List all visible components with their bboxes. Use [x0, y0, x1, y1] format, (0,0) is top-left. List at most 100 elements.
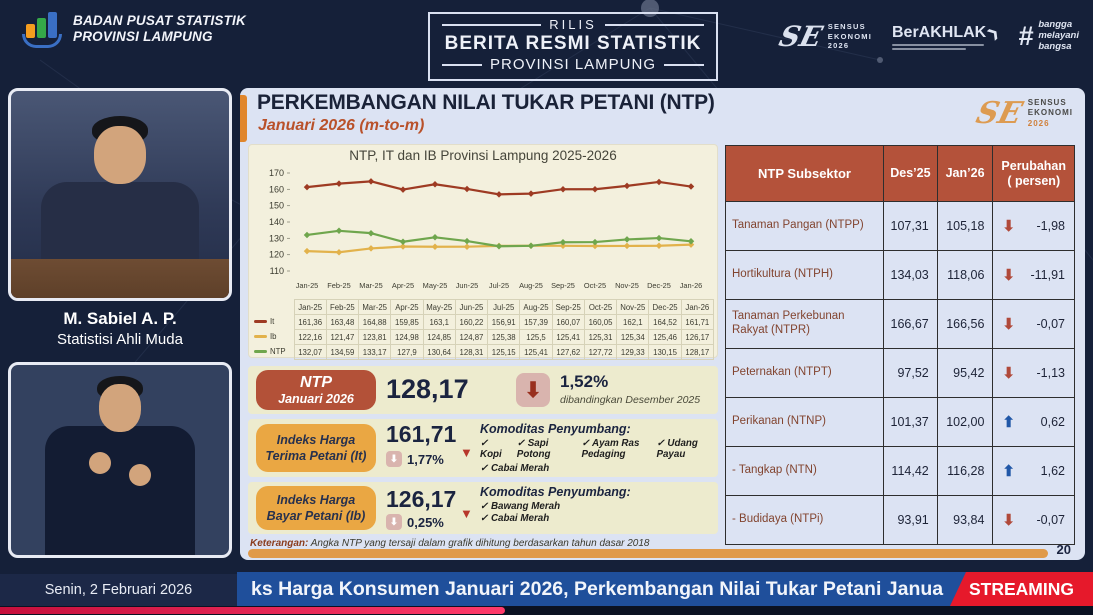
- change-cell: ⬇ -11,91: [992, 251, 1074, 299]
- berakhlak-badge: BerAKHLAK ❯: [892, 24, 1002, 50]
- month-label: Feb-25: [325, 299, 360, 315]
- series-value: 132,07: [293, 344, 327, 360]
- series-value: 134,59: [325, 344, 360, 360]
- ntp-chart-card: NTP, IT dan IB Provinsi Lampung 2025-202…: [248, 144, 718, 360]
- change-cell: ⬇ -1,98: [992, 202, 1074, 250]
- month-label: Mar-25: [358, 299, 392, 315]
- ntp-value: 128,17: [386, 374, 469, 404]
- series-value: 159,85: [390, 314, 424, 330]
- streaming-badge: STREAMING: [950, 572, 1093, 606]
- sensus-line1: SENSUS: [827, 21, 866, 31]
- svg-text:Apr-25: Apr-25: [392, 281, 414, 290]
- bps-logo-icon: [22, 8, 64, 50]
- up-arrow-icon: ⬆: [1002, 414, 1015, 431]
- ntp-change-note: dibandingkan Desember 2025: [560, 394, 701, 406]
- ib-komoditas-list: ✓ Bawang Merah ✓ Cabai Merah: [480, 501, 714, 525]
- month-label: Apr-25: [390, 299, 424, 315]
- subsector-table-rows: Tanaman Pangan (NTPP) 107,31 105,18 ⬇ -1,98 H…: [726, 201, 1074, 544]
- series-value: 124,98: [390, 329, 424, 345]
- table-row: Perikanan (NTNP) 101,37 102,00 ⬆ 0,62: [726, 397, 1074, 446]
- svg-text:Feb-25: Feb-25: [327, 281, 350, 290]
- svg-text:170: 170: [269, 168, 284, 178]
- chart-table-series-row: It 161,36 163,48 164,88 159,85 163,1 160,22 156…: [252, 314, 715, 330]
- col-perubahan: Perubahan ( persen): [992, 146, 1074, 201]
- check-icon: ✓: [581, 438, 590, 449]
- change-value: -1,98: [1036, 219, 1066, 233]
- footnote: Keterangan: Angka NTP yang tersaji dalam…: [250, 538, 650, 549]
- slide-title: PERKEMBANGAN NILAI TUKAR PETANI (NTP): [257, 91, 715, 114]
- title-accent-bar: [240, 95, 247, 142]
- bangga-melayani-bangsa-badge: # bangga melayani bangsa: [1018, 19, 1079, 53]
- subsector-table: NTP Subsektor Des’25 Jan’26 Perubahan ( …: [725, 145, 1075, 545]
- des25-value: 134,03: [883, 251, 937, 299]
- legend-Ib: Ib: [252, 330, 294, 344]
- sensus-line3: 2026: [827, 41, 850, 51]
- series-value: 160,22: [454, 314, 489, 330]
- table-row: - Budidaya (NTPi) 93,91 93,84 ⬇ -0,07: [726, 495, 1074, 544]
- series-value: 127,62: [551, 344, 585, 360]
- series-value: 124,87: [454, 329, 489, 345]
- series-value: 125,31: [583, 329, 618, 345]
- month-label: Oct-25: [583, 299, 618, 315]
- speaker-video-frame: [8, 88, 232, 301]
- jan26-value: 116,28: [936, 447, 993, 495]
- series-value: 129,33: [616, 344, 650, 360]
- ib-value: 126,17: [386, 486, 457, 512]
- page-number: 20: [1056, 542, 1071, 557]
- series-value: 125,41: [551, 329, 585, 345]
- check-icon: ✓: [480, 501, 489, 512]
- down-arrow-icon: ⬇: [386, 451, 402, 467]
- svg-text:Jul-25: Jul-25: [489, 281, 509, 290]
- month-label: Jan-26: [680, 299, 715, 315]
- sensus-line2: EKONOMI: [827, 31, 872, 41]
- svg-text:160: 160: [269, 184, 284, 194]
- ntp-line-chart: 110 120 130 140 150 160 170 Jan-25 Feb-25 Mar-25 A…: [269, 168, 702, 290]
- ib-summary-row: Indeks Harga Bayar Petani (Ib) 126,17 ⬇ …: [248, 482, 718, 534]
- ntp-period: Januari 2026: [278, 392, 354, 406]
- svg-text:140: 140: [269, 217, 284, 227]
- down-arrow-icon: ⬇: [1002, 218, 1015, 235]
- change-cell: ⬇ -0,07: [992, 496, 1074, 544]
- series-value: 127,72: [583, 344, 618, 360]
- se-line3: 2026: [1027, 118, 1050, 128]
- change-cell: ⬆ 0,62: [992, 398, 1074, 446]
- down-arrow-icon: ⬇: [1002, 316, 1015, 333]
- ib-label2: Bayar Petani (Ib): [266, 509, 366, 523]
- svg-text:120: 120: [269, 250, 284, 260]
- series-value: 164,52: [648, 314, 682, 330]
- des25-value: 107,31: [883, 202, 937, 250]
- bangga-word1: bangga: [1038, 19, 1073, 31]
- speaker-title: Statistisi Ahli Muda: [57, 331, 183, 348]
- month-label: May-25: [422, 299, 456, 315]
- change-value: -11,91: [1030, 268, 1065, 282]
- ntp-label-box: NTP Januari 2026: [256, 370, 376, 410]
- it-value: 161,71: [386, 421, 457, 447]
- speaker-nameplate: M. Sabiel A. P. Statistisi Ahli Muda: [0, 309, 240, 348]
- svg-text:110: 110: [270, 266, 284, 276]
- komoditas-item: ✓ Udang Payau: [656, 438, 698, 461]
- series-value: 123,81: [358, 329, 392, 345]
- month-label: Jun-25: [454, 299, 489, 315]
- footnote-text: Angka NTP yang tersaji dalam grafik dihi…: [308, 538, 650, 549]
- month-label: Sep-25: [551, 299, 585, 315]
- series-value: 130,64: [422, 344, 456, 360]
- subsector-label: - Budidaya (NTPi): [732, 513, 824, 526]
- series-value: 128,31: [454, 344, 489, 360]
- series-value: 133,17: [358, 344, 392, 360]
- legend-It: It: [252, 315, 294, 329]
- komoditas-title: Komoditas Penyumbang:: [480, 422, 631, 436]
- check-icon: ✓: [480, 513, 489, 525]
- chart-title: NTP, IT dan IB Provinsi Lampung 2025-202…: [349, 148, 617, 163]
- sensus-ekonomi-badge: SE SENSUS EKONOMI 2026: [776, 20, 872, 53]
- change-cell: ⬆ 1,62: [992, 447, 1074, 495]
- series-value: 125,38: [487, 329, 521, 345]
- down-arrow-icon: ⬇: [516, 373, 550, 407]
- subsector-label: Hortikultura (NTPH): [732, 268, 833, 281]
- table-row: Peternakan (NTPT) 97,52 95,42 ⬇ -1,13: [726, 348, 1074, 397]
- it-label2: Terima Petani (It): [265, 449, 367, 463]
- series-value: 160,07: [551, 314, 585, 330]
- series-value: 163,48: [325, 314, 360, 330]
- slide-bottom-bar: [248, 549, 1048, 558]
- down-arrow-icon: ⬇: [1002, 512, 1015, 529]
